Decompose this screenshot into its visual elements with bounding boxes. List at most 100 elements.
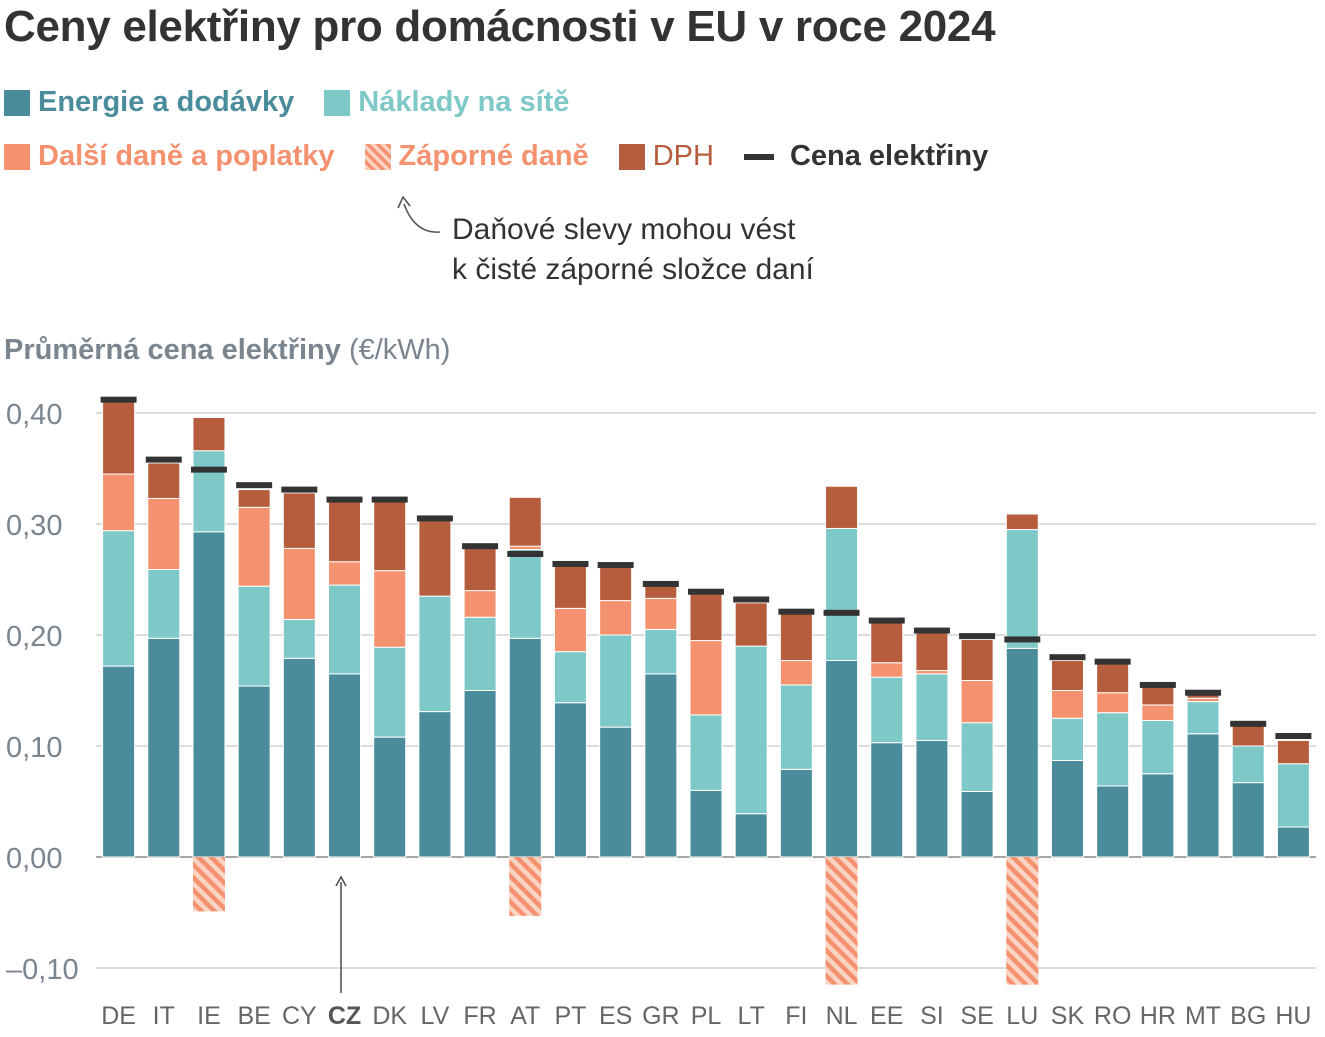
- bar-energy: [1050, 759, 1084, 858]
- x-tick-label: NL: [826, 1002, 858, 1030]
- bar-other-taxes: [147, 497, 181, 571]
- y-tick-label: 0,10: [6, 732, 62, 764]
- bar-vat: [418, 520, 452, 597]
- y-axis-title-bold: Průměrná cena elektřiny: [4, 334, 341, 366]
- bar-network: [1276, 763, 1310, 828]
- legend-energy-swatch: [4, 89, 30, 116]
- bar-network: [915, 673, 949, 741]
- bar-energy: [960, 791, 994, 858]
- bar-other-taxes: [463, 590, 497, 618]
- bar-energy: [147, 637, 181, 858]
- legend-negative-taxes-swatch: [364, 143, 391, 170]
- x-tick-label: FI: [785, 1002, 807, 1030]
- price-marker: [326, 496, 363, 503]
- bar-network: [644, 628, 678, 675]
- x-tick-label: DK: [372, 1002, 407, 1030]
- bar-energy: [1141, 773, 1175, 858]
- bar-energy: [1186, 733, 1220, 858]
- bar-vat: [508, 496, 542, 547]
- x-tick-label: MT: [1185, 1002, 1221, 1030]
- price-marker: [868, 617, 905, 624]
- bar-other-taxes: [373, 570, 407, 648]
- bar-network: [508, 549, 542, 639]
- x-tick-label: LV: [421, 1002, 450, 1030]
- price-marker: [281, 486, 318, 493]
- x-tick-label: PL: [691, 1002, 722, 1030]
- bar-network: [102, 530, 136, 667]
- y-axis-title-unit: (€/kWh): [348, 334, 451, 366]
- bar-other-taxes: [870, 662, 904, 678]
- bar-energy: [779, 768, 813, 858]
- x-tick-label: LT: [738, 1002, 765, 1030]
- bar-other-taxes: [599, 600, 633, 636]
- bar-network: [373, 646, 407, 738]
- price-marker: [1230, 720, 1267, 727]
- legend-network-swatch: [324, 89, 351, 116]
- price-marker: [1094, 658, 1131, 665]
- x-tick-label: IT: [153, 1002, 175, 1030]
- legend-network-label: Náklady na sítě: [358, 86, 570, 118]
- bar-energy: [282, 657, 316, 858]
- legend-other-taxes: Další daně a poplatky: [4, 140, 335, 173]
- annotation-arrow-head: [397, 195, 411, 209]
- bar-vat: [102, 401, 136, 475]
- bar-vat: [237, 489, 271, 508]
- bar-vat: [328, 499, 362, 563]
- bar-other-taxes: [960, 680, 994, 724]
- x-tick-label: DE: [101, 1002, 136, 1030]
- bar-other-taxes: [237, 506, 271, 587]
- price-marker: [959, 633, 996, 640]
- bar-other-taxes: [553, 607, 587, 653]
- price-marker: [913, 627, 950, 634]
- bar-network: [237, 585, 271, 687]
- bar-negative-taxes: [509, 857, 542, 916]
- price-marker: [823, 609, 860, 616]
- x-tick-label: CZ: [328, 1002, 361, 1030]
- bar-network: [418, 595, 452, 713]
- bar-network: [599, 634, 633, 728]
- x-tick-label: BG: [1230, 1002, 1266, 1030]
- price-marker: [552, 560, 589, 567]
- price-marker: [190, 466, 227, 473]
- bar-vat: [599, 566, 633, 602]
- bar-network: [192, 450, 226, 533]
- y-tick-label: 0,20: [6, 621, 62, 653]
- price-marker: [371, 496, 408, 503]
- price-marker: [1185, 689, 1222, 696]
- bar-negative-taxes: [1006, 857, 1039, 985]
- price-marker: [778, 608, 815, 615]
- bar-vat: [282, 492, 316, 549]
- price-marker: [733, 596, 770, 603]
- bar-network: [328, 584, 362, 675]
- bar-energy: [825, 660, 859, 858]
- bar-vat: [373, 501, 407, 572]
- price-marker: [1139, 681, 1176, 688]
- chart-title: Ceny elektřiny pro domácnosti v EU v roc…: [4, 2, 996, 51]
- bar-energy: [870, 742, 904, 858]
- x-tick-label: EE: [870, 1002, 903, 1030]
- bar-vat: [1231, 723, 1265, 747]
- y-axis-title: Průměrná cena elektřiny (€/kWh): [4, 334, 450, 367]
- bar-energy: [1276, 826, 1310, 858]
- bar-other-taxes: [1096, 692, 1130, 714]
- x-tick-label: HR: [1140, 1002, 1176, 1030]
- y-tick-label: 0,30: [6, 510, 62, 542]
- annotation: Daňové slevy mohou vést k čisté záporné …: [452, 210, 814, 290]
- bar-vat: [779, 613, 813, 662]
- legend-negative-taxes: Záporné daně: [364, 140, 589, 173]
- bar-vat: [734, 602, 768, 647]
- x-tick-label: FR: [463, 1002, 496, 1030]
- bar-energy: [192, 531, 226, 858]
- bar-energy: [418, 711, 452, 858]
- price-marker: [100, 396, 137, 403]
- bar-vat: [1096, 663, 1130, 694]
- bar-energy: [644, 673, 678, 858]
- axis-labels: –0,10 0,00 0,10 0,20 0,30 0,40 DE IT IE BE CY CZ DK L…: [6, 399, 1311, 1030]
- bar-network: [282, 618, 316, 659]
- price-marker: [416, 515, 453, 522]
- bar-energy: [373, 736, 407, 858]
- bar-energy: [102, 665, 136, 858]
- x-tick-label: RO: [1094, 1002, 1132, 1030]
- price-marker: [1275, 733, 1312, 740]
